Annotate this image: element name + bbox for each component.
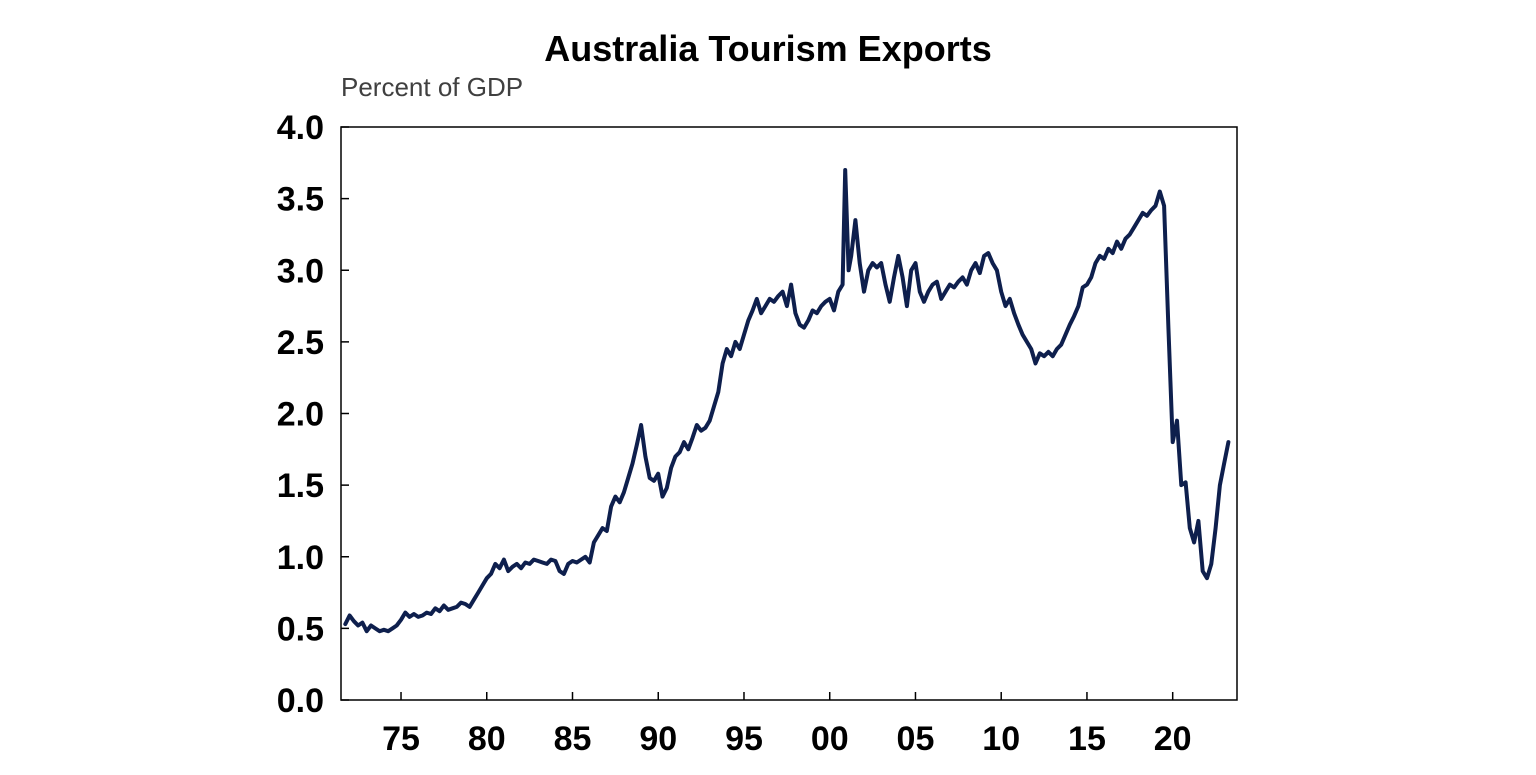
x-tick-label: 80: [468, 720, 506, 758]
y-tick-label: 4.0: [277, 109, 324, 147]
y-tick-label: 1.0: [277, 539, 324, 577]
x-tick-label: 00: [811, 720, 849, 758]
plot-frame: [340, 126, 1238, 701]
chart-subtitle: Percent of GDP: [341, 72, 524, 102]
x-tick-label: 05: [897, 720, 935, 758]
y-tick-label: 0.0: [277, 682, 324, 720]
x-tick-label: 10: [982, 720, 1020, 758]
y-tick-label: 2.0: [277, 396, 324, 434]
y-tick-label: 0.5: [277, 610, 324, 648]
y-tick-label: 3.0: [277, 252, 324, 290]
y-tick-label: 1.5: [277, 467, 324, 505]
x-tick-label: 95: [725, 720, 763, 758]
y-tick-label: 3.5: [277, 181, 324, 219]
x-tick-label: 15: [1068, 720, 1106, 758]
x-axis: 75 80 85 90 95 00 05 10 15 20: [382, 692, 1192, 758]
y-tick-label: 2.5: [277, 324, 324, 362]
x-tick-label: 90: [639, 720, 677, 758]
x-tick-label: 20: [1154, 720, 1192, 758]
x-tick-label: 85: [554, 720, 592, 758]
series-layer: [343, 168, 1231, 634]
x-tick-label: 75: [382, 720, 420, 758]
series-line: [343, 168, 1231, 634]
chart-title: Australia Tourism Exports: [544, 28, 992, 69]
y-axis: 0.0 0.5 1.0 1.5 2.0 2.5 3.0 3.5 4.0: [277, 109, 349, 720]
